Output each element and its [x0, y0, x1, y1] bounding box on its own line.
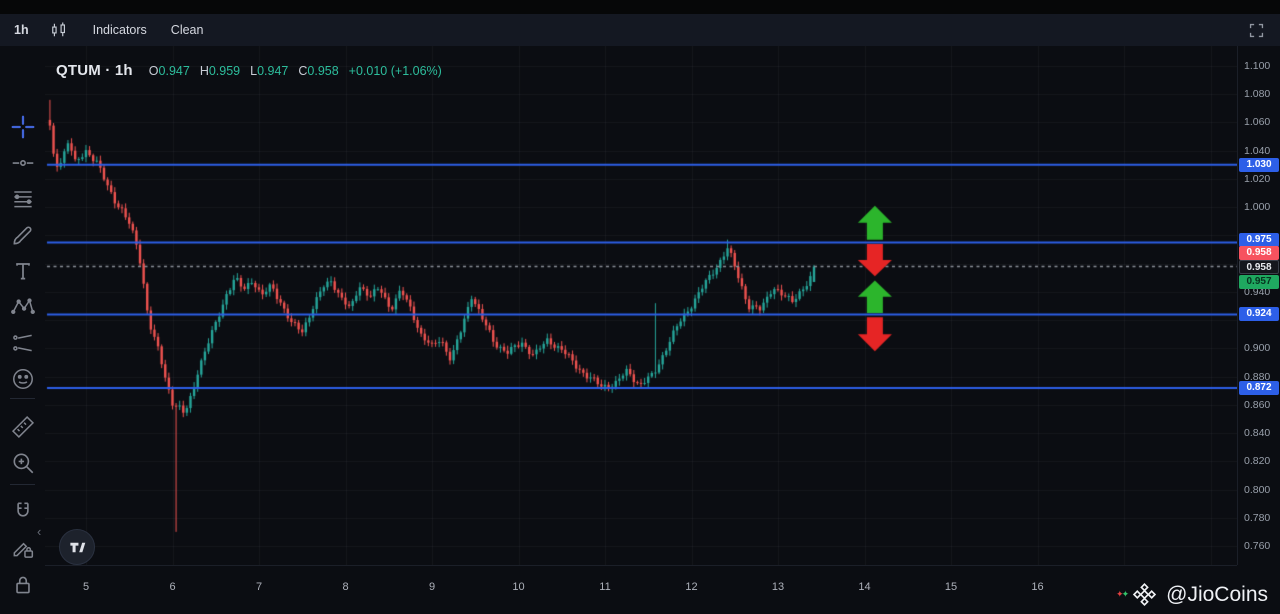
- draw-lock-tool[interactable]: [8, 533, 38, 563]
- price-tick-label: 0.900: [1244, 342, 1271, 355]
- price-tick-label: 1.000: [1244, 201, 1271, 214]
- crosshair-tool-icon: [11, 115, 35, 139]
- low-label: L: [250, 63, 258, 78]
- timeframe-button[interactable]: 1h: [6, 19, 37, 41]
- watermark-handle: @JioCoins: [1166, 582, 1268, 606]
- price-badge: 0.957: [1239, 274, 1279, 289]
- time-tick-label: 6: [169, 581, 176, 593]
- crosshair-tool[interactable]: [8, 112, 38, 142]
- price-badge: 1.030: [1239, 157, 1279, 172]
- measure-tool[interactable]: [8, 412, 38, 442]
- ohlc-values: O0.947 H0.959 L0.947 C0.958 +0.010 (+1.0…: [149, 64, 442, 78]
- price-badge: 0.872: [1239, 380, 1279, 395]
- price-tick-label: 0.820: [1244, 455, 1271, 468]
- low-value: 0.947: [257, 63, 289, 78]
- candle-style-button[interactable]: [37, 16, 81, 44]
- magnet-tool-icon: [17, 502, 29, 517]
- price-badge: 0.924: [1239, 307, 1279, 322]
- zoom-in-tool[interactable]: [8, 448, 38, 478]
- open-value: 0.947: [158, 63, 190, 78]
- forecast-tool-icon: [13, 334, 32, 352]
- time-tick-label: 8: [342, 581, 349, 593]
- time-tick-label: 15: [944, 581, 958, 593]
- open-label: O: [148, 63, 159, 78]
- sparkle-icon: ✦✦: [1116, 589, 1129, 599]
- emoji-tool-icon: [13, 369, 33, 389]
- time-tick-label: 9: [428, 581, 436, 593]
- magnet-tool[interactable]: [8, 497, 38, 527]
- price-tick-label: 1.100: [1244, 60, 1271, 72]
- fullscreen-button[interactable]: [1243, 17, 1270, 47]
- emoji-tool[interactable]: [8, 364, 38, 394]
- measure-tool-icon: [11, 415, 35, 439]
- price-scale[interactable]: 1.100 1.080 1.060 1.040 1.020 1.000 0.940 0.900…: [1237, 46, 1280, 565]
- price-tick-label: 0.880: [1244, 370, 1271, 383]
- close-value: 0.958: [307, 63, 339, 78]
- price-tick-label: 1.020: [1244, 172, 1271, 185]
- candles-icon: [51, 22, 65, 37]
- price-tick-label: 1.040: [1244, 144, 1271, 157]
- time-tick-label: 14: [858, 581, 871, 593]
- lock-all-tool-icon: [16, 576, 30, 594]
- toolbar-divider: [10, 484, 35, 485]
- time-tick-label: 7: [255, 581, 263, 593]
- symbol-info: QTUM · 1h O0.947 H0.959 L0.947 C0.958 +0…: [56, 62, 442, 79]
- chart-toolbar: 1h Indicators Clean: [0, 14, 1280, 46]
- time-scale[interactable]: 5 6 7 8 9 10 11 12 13 14 15 16: [45, 565, 1237, 614]
- horizontal-line-tool-icon: [12, 160, 34, 166]
- close-label: C: [298, 63, 308, 78]
- price-tick-label: 1.060: [1244, 116, 1271, 129]
- price-tick-label: 0.860: [1244, 398, 1271, 411]
- price-tick-label: 0.780: [1244, 511, 1271, 524]
- hide-drawings-tool[interactable]: [8, 607, 38, 614]
- price-tick-label: 0.840: [1244, 427, 1271, 440]
- price-tick-label: 1.080: [1244, 88, 1271, 101]
- high-value: 0.959: [208, 63, 241, 78]
- diamond-logo-icon: [1133, 583, 1157, 606]
- brush-tool[interactable]: [8, 220, 38, 250]
- indicators-button[interactable]: Indicators: [81, 19, 159, 41]
- tradingview-logo[interactable]: [59, 529, 95, 565]
- drawing-toolbar: [0, 46, 45, 614]
- lock-all-tool[interactable]: [8, 570, 38, 600]
- draw-lock-tool-icon: [13, 542, 34, 558]
- hide-drawings-tool-icon: [10, 609, 36, 614]
- price-tick-label: 0.940: [1244, 285, 1271, 298]
- window-top-strip: [0, 0, 1280, 14]
- text-tool-icon: [16, 263, 30, 280]
- time-tick-label: 16: [1031, 581, 1044, 593]
- xabcd-pattern-tool-icon: [11, 298, 35, 315]
- xabcd-pattern-tool[interactable]: [8, 292, 38, 322]
- price-badge: 0.958: [1239, 246, 1279, 261]
- clean-button[interactable]: Clean: [159, 19, 216, 41]
- text-tool[interactable]: [8, 256, 38, 286]
- time-tick-label: 12: [685, 581, 698, 593]
- time-tick-label: 10: [512, 581, 525, 593]
- change-value: +0.010 (+1.06%): [348, 63, 442, 78]
- toolbar-divider: [10, 398, 35, 399]
- watermark: ✦✦ @JioCoins: [1116, 582, 1268, 607]
- high-label: H: [199, 63, 209, 78]
- price-tick-label: 0.760: [1244, 540, 1271, 552]
- time-tick-label: 11: [599, 581, 611, 593]
- brush-tool-icon: [13, 226, 32, 245]
- time-tick-label: 5: [82, 581, 90, 593]
- price-badge: 0.958: [1239, 260, 1279, 275]
- time-tick-label: 13: [771, 581, 785, 593]
- price-tick-label: 0.800: [1244, 483, 1271, 496]
- price-badge: 0.975: [1239, 232, 1279, 247]
- candlestick-chart[interactable]: [45, 46, 1237, 565]
- fib-retracement-tool[interactable]: [8, 184, 38, 214]
- fib-retracement-tool-icon: [14, 191, 32, 208]
- fullscreen-icon: [1249, 23, 1264, 38]
- symbol-title: QTUM · 1h: [56, 62, 133, 79]
- toolbar-collapse-arrow[interactable]: ‹: [37, 524, 42, 539]
- horizontal-line-tool[interactable]: [8, 148, 38, 178]
- forecast-tool[interactable]: [8, 328, 38, 358]
- zoom-in-tool-icon: [13, 453, 34, 474]
- tradingview-logo-icon: [69, 542, 85, 552]
